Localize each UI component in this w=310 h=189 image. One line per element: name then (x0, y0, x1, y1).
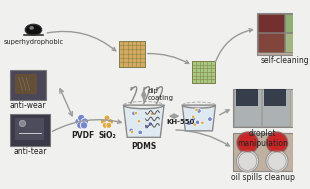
Ellipse shape (29, 26, 34, 30)
Circle shape (19, 120, 26, 127)
Circle shape (138, 130, 143, 135)
Circle shape (268, 152, 286, 170)
Bar (10, 114, 50, 146)
Text: anti-wear: anti-wear (10, 101, 46, 110)
Polygon shape (183, 108, 215, 130)
Bar (264, 89, 286, 106)
Circle shape (131, 130, 134, 134)
Text: droplet
manipulation: droplet manipulation (237, 129, 288, 148)
Bar (262, 89, 290, 126)
Text: KH-550: KH-550 (167, 119, 195, 125)
Bar (233, 89, 293, 127)
Circle shape (195, 120, 200, 125)
Bar (285, 14, 310, 33)
Circle shape (132, 111, 136, 116)
Circle shape (187, 121, 191, 126)
Text: dip
coating: dip coating (148, 88, 173, 101)
Circle shape (201, 121, 204, 125)
Circle shape (108, 119, 113, 125)
Circle shape (238, 152, 257, 170)
Circle shape (150, 112, 153, 115)
Bar (15, 118, 45, 140)
Bar (10, 70, 46, 100)
Bar (258, 33, 284, 52)
Circle shape (104, 115, 110, 121)
Bar (236, 89, 258, 106)
Bar (258, 14, 284, 33)
Text: SiO₂: SiO₂ (98, 131, 116, 140)
Circle shape (238, 134, 257, 152)
Circle shape (197, 109, 201, 113)
Bar (15, 74, 37, 94)
Text: superhydrophobic: superhydrophobic (3, 39, 64, 45)
Circle shape (102, 122, 108, 128)
Circle shape (134, 112, 138, 115)
Circle shape (237, 132, 259, 154)
Circle shape (78, 114, 85, 122)
Circle shape (81, 118, 89, 125)
Text: anti-tear: anti-tear (13, 147, 46, 156)
Circle shape (192, 115, 195, 118)
Circle shape (80, 122, 88, 129)
Text: self-cleaning: self-cleaning (261, 56, 310, 65)
Circle shape (208, 117, 212, 121)
Text: PDMS: PDMS (131, 142, 156, 151)
Circle shape (144, 124, 149, 129)
Circle shape (137, 120, 141, 123)
Bar (257, 13, 310, 55)
Circle shape (193, 123, 196, 126)
Bar (233, 133, 293, 171)
Circle shape (191, 116, 196, 121)
Circle shape (75, 118, 82, 125)
Bar (193, 61, 215, 83)
Circle shape (237, 150, 259, 172)
Bar (119, 41, 145, 67)
Circle shape (77, 122, 84, 129)
Circle shape (266, 150, 288, 172)
Circle shape (129, 128, 134, 133)
Circle shape (195, 108, 198, 112)
Text: oil spills cleanup: oil spills cleanup (231, 173, 295, 182)
Circle shape (106, 122, 112, 128)
Text: PVDF: PVDF (72, 131, 95, 140)
Polygon shape (124, 108, 163, 136)
Polygon shape (123, 105, 164, 137)
Polygon shape (182, 105, 215, 131)
Bar (285, 33, 310, 52)
Circle shape (268, 134, 286, 152)
Circle shape (100, 119, 106, 125)
Circle shape (266, 132, 288, 154)
Bar (234, 89, 261, 126)
Ellipse shape (25, 24, 42, 35)
Circle shape (148, 122, 153, 126)
